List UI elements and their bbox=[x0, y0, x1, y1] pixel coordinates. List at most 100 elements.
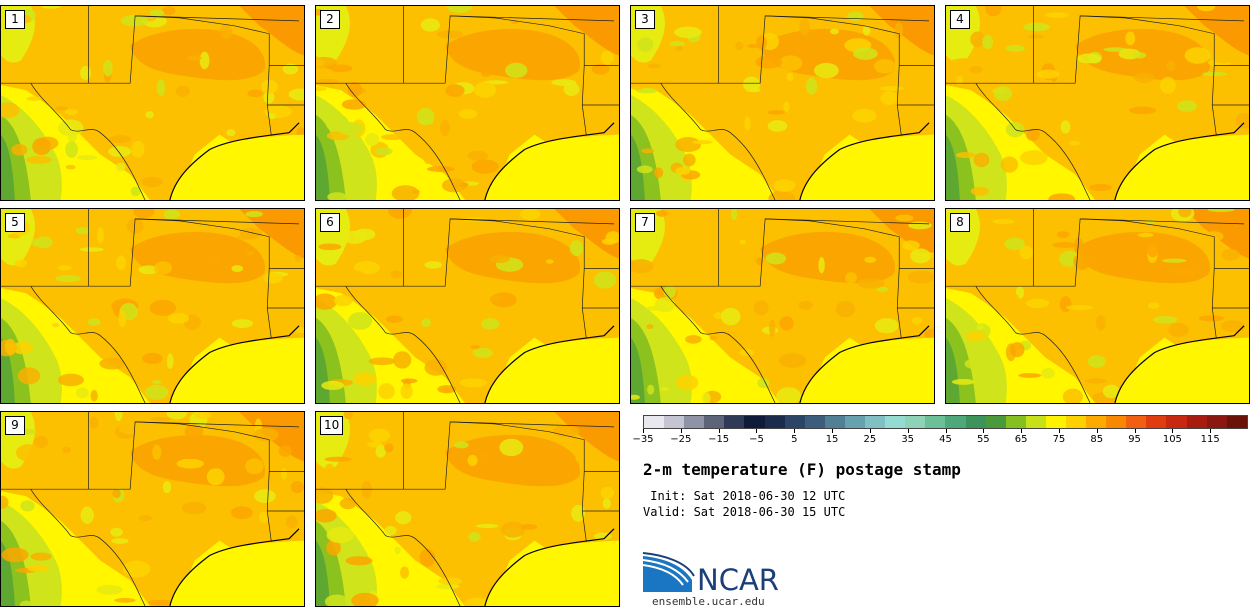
member-label: 4 bbox=[950, 10, 970, 29]
colorbar-tick bbox=[718, 429, 720, 433]
colorbar-tick bbox=[643, 429, 644, 433]
colorbar-tick bbox=[1058, 429, 1060, 433]
colorbar-segment bbox=[1186, 416, 1207, 428]
logo-text: NCAR bbox=[697, 563, 779, 597]
temperature-map bbox=[1, 412, 304, 606]
colorbar-segment bbox=[824, 416, 845, 428]
colorbar-tick bbox=[869, 429, 871, 433]
colorbar-segment bbox=[1106, 416, 1127, 428]
member-panel-4: 4 bbox=[945, 5, 1250, 201]
colorbar-tick-label: 55 bbox=[976, 434, 990, 445]
temperature-map bbox=[946, 209, 1249, 403]
colorbar-tick-label: 105 bbox=[1162, 434, 1182, 445]
colorbar-segment bbox=[684, 416, 705, 428]
member-label: 7 bbox=[635, 213, 655, 232]
colorbar-segment bbox=[965, 416, 986, 428]
member-panel-2: 2 bbox=[315, 5, 620, 201]
site-url: ensemble.ucar.edu bbox=[652, 595, 765, 608]
colorbar-segment bbox=[704, 416, 725, 428]
colorbar-segment bbox=[1226, 416, 1247, 428]
member-label: 6 bbox=[320, 213, 340, 232]
ncar-logo-icon bbox=[642, 552, 695, 592]
temperature-map bbox=[316, 412, 619, 606]
member-label: 3 bbox=[635, 10, 655, 29]
colorbar-segment bbox=[1206, 416, 1227, 428]
member-panel-3: 3 bbox=[630, 5, 935, 201]
temperature-map bbox=[946, 6, 1249, 200]
member-panel-5: 5 bbox=[0, 208, 305, 404]
member-panel-1: 1 bbox=[0, 5, 305, 201]
colorbar-tick-label: −15 bbox=[708, 434, 730, 445]
member-panel-6: 6 bbox=[315, 208, 620, 404]
colorbar-tick-label: −5 bbox=[749, 434, 764, 445]
colorbar-segment bbox=[1126, 416, 1147, 428]
temperature-map bbox=[316, 6, 619, 200]
colorbar-tick bbox=[832, 429, 834, 433]
colorbar-tick bbox=[983, 429, 985, 433]
temperature-map bbox=[1, 6, 304, 200]
member-panel-7: 7 bbox=[630, 208, 935, 404]
colorbar-tick-label: 45 bbox=[939, 434, 952, 445]
colorbar-segment bbox=[784, 416, 805, 428]
colorbar-tick bbox=[1210, 429, 1212, 433]
colorbar-segment bbox=[885, 416, 906, 428]
temperature-map bbox=[631, 209, 934, 403]
colorbar-segment bbox=[1166, 416, 1187, 428]
colorbar-segment bbox=[644, 416, 665, 428]
member-label: 5 bbox=[5, 213, 25, 232]
colorbar-tick bbox=[680, 429, 682, 433]
colorbar-segment bbox=[1086, 416, 1107, 428]
colorbar-tick bbox=[907, 429, 909, 433]
colorbar-segment bbox=[865, 416, 886, 428]
valid-time: Valid: Sat 2018-06-30 15 UTC bbox=[643, 505, 846, 519]
colorbar-tick-label: −25 bbox=[670, 434, 692, 445]
member-panel-8: 8 bbox=[945, 208, 1250, 404]
temperature-map bbox=[1, 209, 304, 403]
colorbar-tick bbox=[794, 429, 796, 433]
colorbar-segment bbox=[905, 416, 926, 428]
plot-title: 2-m temperature (F) postage stamp bbox=[643, 460, 961, 479]
colorbar-tick-label: 15 bbox=[825, 434, 839, 445]
temperature-map bbox=[316, 209, 619, 403]
colorbar-segment bbox=[1025, 416, 1046, 428]
colorbar-segment bbox=[764, 416, 785, 428]
temperature-map bbox=[631, 6, 934, 200]
member-panel-10: 10 bbox=[315, 411, 620, 607]
colorbar-ticks: −35 −25 −15 −5 5 15 25 35 45 55 65 75 85 95 105 115 bbox=[632, 429, 1248, 449]
colorbar-tick-label: 95 bbox=[1128, 434, 1141, 445]
member-label: 9 bbox=[5, 416, 25, 435]
colorbar-tick-label: 115 bbox=[1200, 434, 1220, 445]
member-label: 10 bbox=[320, 416, 344, 435]
colorbar-tick-label: 5 bbox=[791, 434, 798, 445]
colorbar-segment bbox=[925, 416, 946, 428]
colorbar-tick-label: −35 bbox=[632, 434, 654, 445]
colorbar-segment bbox=[1005, 416, 1026, 428]
colorbar-segment bbox=[844, 416, 866, 428]
colorbar-segment bbox=[664, 416, 685, 428]
colorbar-tick-label: 75 bbox=[1052, 434, 1066, 445]
colorbar-tick bbox=[945, 429, 947, 433]
colorbar-segment bbox=[1045, 416, 1066, 428]
colorbar-tick-label: 25 bbox=[863, 434, 877, 445]
colorbar-tick-label: 35 bbox=[901, 434, 915, 445]
colorbar-segment bbox=[1146, 416, 1167, 428]
colorbar-tick bbox=[756, 429, 758, 433]
member-panel-9: 9 bbox=[0, 411, 305, 607]
colorbar bbox=[643, 415, 1248, 429]
colorbar-tick bbox=[1096, 429, 1098, 433]
colorbar-tick-label: 65 bbox=[1014, 434, 1028, 445]
colorbar-segment bbox=[945, 416, 966, 428]
colorbar-tick-label: 85 bbox=[1090, 434, 1104, 445]
colorbar-segment bbox=[744, 416, 765, 428]
colorbar-segment bbox=[804, 416, 825, 428]
colorbar-segment bbox=[724, 416, 745, 428]
colorbar-tick bbox=[1172, 429, 1174, 433]
member-label: 8 bbox=[950, 213, 970, 232]
colorbar-tick bbox=[1134, 429, 1136, 433]
colorbar-tick bbox=[1021, 429, 1023, 433]
init-time: Init: Sat 2018-06-30 12 UTC bbox=[643, 489, 846, 503]
colorbar-segment bbox=[1065, 416, 1087, 428]
member-label: 2 bbox=[320, 10, 340, 29]
member-label: 1 bbox=[5, 10, 25, 29]
colorbar-segment bbox=[985, 416, 1006, 428]
